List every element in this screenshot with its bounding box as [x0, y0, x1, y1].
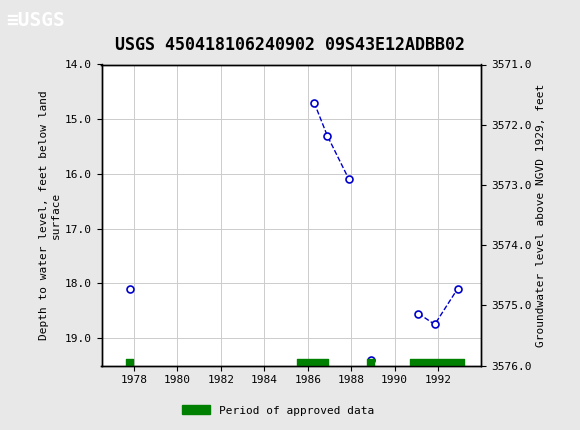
Y-axis label: Depth to water level, feet below land
surface: Depth to water level, feet below land su…: [39, 90, 61, 340]
Text: ≡USGS: ≡USGS: [6, 11, 64, 30]
Legend: Period of approved data: Period of approved data: [178, 401, 379, 420]
Text: USGS 450418106240902 09S43E12ADBB02: USGS 450418106240902 09S43E12ADBB02: [115, 36, 465, 54]
Y-axis label: Groundwater level above NGVD 1929, feet: Groundwater level above NGVD 1929, feet: [536, 83, 546, 347]
